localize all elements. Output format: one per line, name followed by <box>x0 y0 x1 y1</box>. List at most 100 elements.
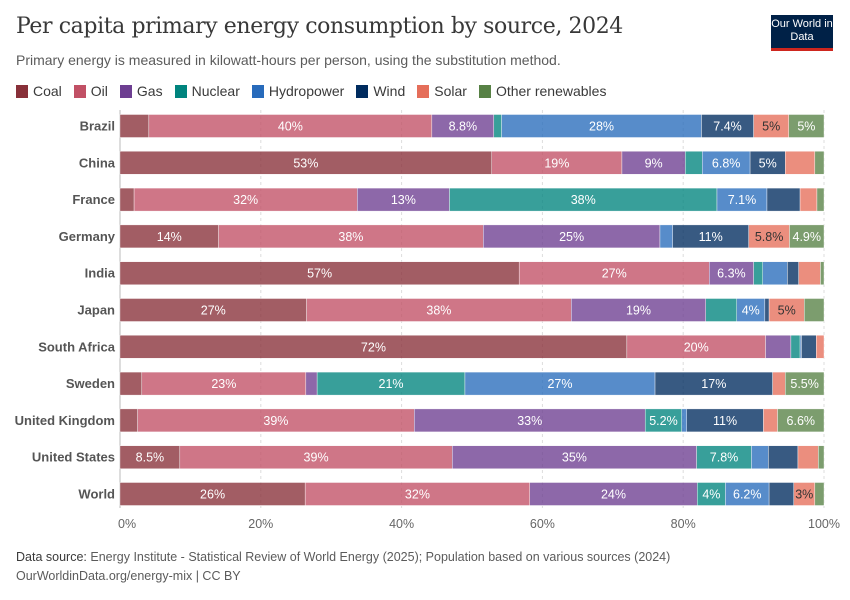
legend-label: Wind <box>373 83 406 99</box>
legend-label: Solar <box>434 83 467 99</box>
category-label: United Kingdom <box>15 413 115 428</box>
category-label: United States <box>32 450 115 465</box>
legend-item[interactable]: Nuclear <box>174 83 240 99</box>
data-label: 32% <box>405 488 430 502</box>
legend-swatch <box>417 84 430 98</box>
owid-logo[interactable]: Our World in Data <box>771 15 833 51</box>
legend-item[interactable]: Other renewables <box>478 83 606 99</box>
category-label: France <box>72 192 115 207</box>
legend-swatch <box>478 84 491 98</box>
x-tick-label: 20% <box>248 517 273 531</box>
bar-segment-hydropower <box>799 335 802 359</box>
bar-segment-gas <box>765 335 792 359</box>
data-label: 39% <box>263 414 288 428</box>
bar-segment-nuclear <box>753 261 763 285</box>
data-label: 23% <box>211 377 236 391</box>
legend-item[interactable]: Hydropower <box>251 83 345 99</box>
source-label: Data source: <box>16 550 87 564</box>
data-label: 72% <box>361 340 386 354</box>
bar-segment-other-renewables <box>777 408 825 433</box>
legend-swatch <box>174 84 187 98</box>
legend-label: Gas <box>136 83 163 99</box>
bar-segment-other-renewables <box>814 482 825 506</box>
data-label: 27% <box>547 377 572 391</box>
data-label: 5% <box>762 120 780 134</box>
data-label: 11% <box>699 230 723 244</box>
data-label: 6.2% <box>733 488 762 502</box>
legend-swatch <box>251 84 264 98</box>
data-label: 11% <box>713 414 737 428</box>
legend-item[interactable]: Wind <box>356 83 405 99</box>
data-label: 24% <box>601 488 626 502</box>
bar-segment-wind <box>768 445 799 469</box>
legend-swatch <box>73 84 86 98</box>
category-label: Sweden <box>66 376 115 391</box>
data-label: 7.1% <box>728 193 757 207</box>
data-label: 57% <box>307 267 332 281</box>
bar-segment-other-renewables <box>785 371 825 396</box>
bar-segment-gas <box>305 371 318 396</box>
x-tick-label: 80% <box>671 517 696 531</box>
data-label: 26% <box>200 488 225 502</box>
url-license[interactable]: OurWorldinData.org/energy-mix | CC BY <box>16 569 241 583</box>
bar-segment-hydropower <box>659 224 673 249</box>
x-tick-label: 40% <box>389 517 414 531</box>
legend-label: Nuclear <box>191 83 240 99</box>
x-tick-label: 100% <box>808 517 840 531</box>
legend: Coal Oil Gas Nuclear Hydropower Wind Solar Othe… <box>16 83 606 99</box>
bar-segment-solar <box>785 151 816 175</box>
data-label: 20% <box>684 340 709 354</box>
legend-swatch <box>119 84 132 98</box>
bar-segment-other-renewables <box>820 261 825 285</box>
legend-item[interactable]: Oil <box>73 83 108 99</box>
footer: Data source: Energy Institute - Statisti… <box>16 548 670 586</box>
data-label: 21% <box>379 377 404 391</box>
data-label: 4% <box>742 304 760 318</box>
data-label: 6.3% <box>717 267 746 281</box>
bar-segment-hydropower <box>681 408 687 433</box>
legend-item[interactable]: Gas <box>119 83 163 99</box>
x-tick-label: 60% <box>530 517 555 531</box>
x-tick-label: 0% <box>118 517 136 531</box>
data-label: 19% <box>544 156 569 170</box>
data-label: 5% <box>778 304 796 318</box>
legend-label: Hydropower <box>268 83 345 99</box>
data-label: 25% <box>559 230 584 244</box>
data-label: 4.9% <box>793 230 822 244</box>
data-label: 38% <box>338 230 363 244</box>
legend-swatch <box>16 84 28 98</box>
legend-swatch <box>356 84 369 98</box>
data-label: 17% <box>701 377 726 391</box>
bar-segment-other-renewables <box>818 445 825 469</box>
bar-segment-solar <box>763 408 778 433</box>
category-label: India <box>85 266 116 281</box>
data-label: 27% <box>201 304 226 318</box>
data-label: 13% <box>391 193 416 207</box>
data-label: 3% <box>795 488 813 502</box>
data-label: 5.8% <box>755 230 784 244</box>
chart-title: Per capita primary energy consumption by… <box>16 14 623 39</box>
bar-segment-wind <box>764 298 770 322</box>
bar-segment-solar <box>797 445 819 469</box>
category-label: Germany <box>59 229 116 244</box>
legend-item[interactable]: Coal <box>16 83 62 99</box>
category-label: Brazil <box>80 119 115 134</box>
data-label: 27% <box>602 267 627 281</box>
data-label: 5.5% <box>790 377 819 391</box>
data-label: 6.6% <box>787 414 816 428</box>
bar-segment-solar <box>798 261 821 285</box>
legend-label: Coal <box>33 83 62 99</box>
data-label: 7.4% <box>713 120 742 134</box>
bar-segment-nuclear <box>790 335 801 359</box>
category-label: South Africa <box>38 339 116 354</box>
bar-segment-wind <box>766 187 801 212</box>
source-text: Energy Institute - Statistical Review of… <box>90 550 671 564</box>
bar-segment-coal <box>119 408 138 433</box>
legend-item[interactable]: Solar <box>417 83 467 99</box>
bar-segment-hydropower <box>762 261 788 285</box>
data-label: 38% <box>426 304 451 318</box>
bar-segment-coal <box>119 371 143 396</box>
data-label: 8.5% <box>136 451 165 465</box>
data-label: 4% <box>702 488 720 502</box>
